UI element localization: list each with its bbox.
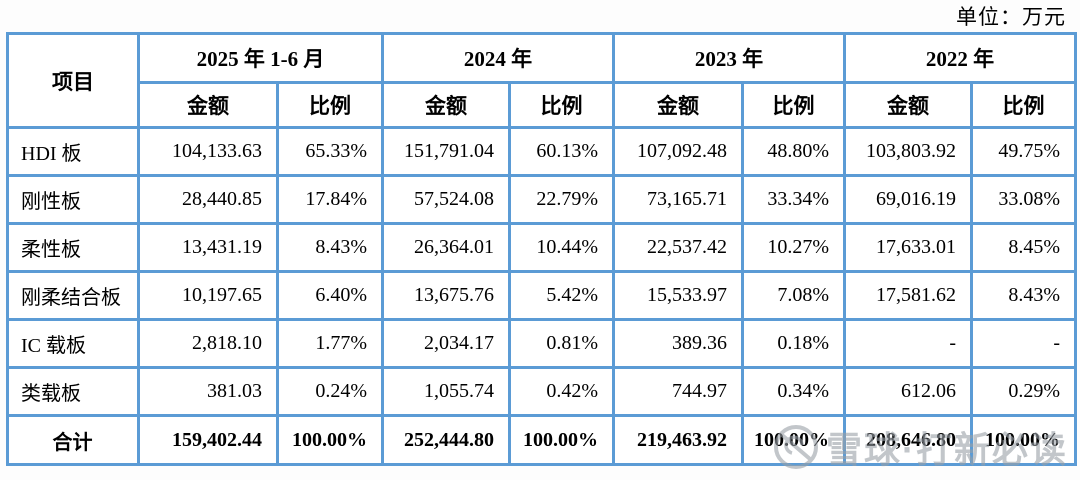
cell-2023-ratio: 7.08%	[741, 270, 846, 321]
cell-2023-amount: 22,537.42	[612, 222, 744, 273]
unit-label: 单位：万元	[956, 5, 1066, 29]
cell-2024-ratio: 100.00%	[508, 414, 615, 466]
cell-2025h1-amount: 13,431.19	[137, 222, 279, 273]
cell-2023-ratio: 100.00%	[741, 414, 846, 466]
table-row-rigid: 刚性板 28,440.85 17.84% 57,524.08 22.79% 73…	[6, 174, 1077, 225]
col-header-2022: 2022 年	[843, 32, 1077, 84]
cell-2023-amount: 107,092.48	[612, 126, 744, 177]
cell-2025h1-amount: 381.03	[137, 366, 279, 417]
table-row-flex: 柔性板 13,431.19 8.43% 26,364.01 10.44% 22,…	[6, 222, 1077, 273]
cell-2023-ratio: 33.34%	[741, 174, 846, 225]
col-header-item: 项目	[6, 32, 140, 129]
cell-2022-amount: 17,633.01	[843, 222, 973, 273]
header-row-subcolumns: 金额 比例 金额 比例 金额 比例 金额 比例	[8, 81, 1077, 129]
row-item-label: HDI 板	[6, 126, 140, 177]
cell-2023-ratio: 0.18%	[741, 318, 846, 369]
header-row-years: 项目 2025 年 1-6 月 2024 年 2023 年 2022 年	[6, 32, 1077, 129]
col-header-2023: 2023 年	[612, 32, 846, 84]
cell-2025h1-amount: 28,440.85	[137, 174, 279, 225]
cell-2022-ratio: 100.00%	[970, 414, 1077, 466]
cell-2022-ratio: 0.29%	[970, 366, 1077, 417]
cell-2025h1-ratio: 17.84%	[276, 174, 384, 225]
cell-2022-ratio: 8.43%	[970, 270, 1077, 321]
cell-2023-amount: 744.97	[612, 366, 744, 417]
cell-2025h1-ratio: 6.40%	[276, 270, 384, 321]
subheader-amount-2022: 金额	[843, 81, 973, 129]
col-header-2024: 2024 年	[381, 32, 615, 84]
cell-2022-amount: -	[843, 318, 973, 369]
cell-2024-amount: 13,675.76	[381, 270, 511, 321]
cell-2022-ratio: 49.75%	[970, 126, 1077, 177]
cell-2024-ratio: 22.79%	[508, 174, 615, 225]
cell-2024-ratio: 0.81%	[508, 318, 615, 369]
cell-2024-amount: 252,444.80	[381, 414, 511, 466]
subheader-ratio-2022: 比例	[970, 81, 1077, 129]
cell-2024-ratio: 10.44%	[508, 222, 615, 273]
row-item-label: 刚柔结合板	[6, 270, 140, 321]
cell-2024-amount: 151,791.04	[381, 126, 511, 177]
subheader-amount-2024: 金额	[381, 81, 511, 129]
cell-2025h1-ratio: 1.77%	[276, 318, 384, 369]
cell-2023-ratio: 48.80%	[741, 126, 846, 177]
table-row-substrate-like: 类载板 381.03 0.24% 1,055.74 0.42% 744.97 0…	[6, 366, 1077, 417]
cell-2023-ratio: 10.27%	[741, 222, 846, 273]
cell-2022-amount: 208,646.80	[843, 414, 973, 466]
row-item-label: 刚性板	[6, 174, 140, 225]
cell-2025h1-amount: 10,197.65	[137, 270, 279, 321]
cell-2023-amount: 73,165.71	[612, 174, 744, 225]
cell-2025h1-amount: 2,818.10	[137, 318, 279, 369]
subheader-ratio-2023: 比例	[741, 81, 846, 129]
cell-2022-ratio: -	[970, 318, 1077, 369]
row-item-label: 柔性板	[6, 222, 140, 273]
subheader-amount-2023: 金额	[612, 81, 744, 129]
cell-2023-amount: 219,463.92	[612, 414, 744, 466]
table-row-ic-substrate: IC 载板 2,818.10 1.77% 2,034.17 0.81% 389.…	[6, 318, 1077, 369]
cell-2022-amount: 612.06	[843, 366, 973, 417]
cell-2022-ratio: 33.08%	[970, 174, 1077, 225]
cell-2023-amount: 389.36	[612, 318, 744, 369]
cell-2023-amount: 15,533.97	[612, 270, 744, 321]
subheader-amount-2025h1: 金额	[137, 81, 279, 129]
cell-2024-amount: 1,055.74	[381, 366, 511, 417]
cell-2025h1-ratio: 0.24%	[276, 366, 384, 417]
row-item-label: IC 载板	[6, 318, 140, 369]
total-label: 合计	[6, 414, 140, 466]
cell-2024-amount: 2,034.17	[381, 318, 511, 369]
subheader-ratio-2024: 比例	[508, 81, 615, 129]
revenue-breakdown-table: 项目 2025 年 1-6 月 2024 年 2023 年 2022 年 金额 …	[6, 32, 1077, 466]
cell-2024-ratio: 5.42%	[508, 270, 615, 321]
cell-2025h1-ratio: 100.00%	[276, 414, 384, 466]
cell-2022-ratio: 8.45%	[970, 222, 1077, 273]
cell-2024-amount: 26,364.01	[381, 222, 511, 273]
subheader-ratio-2025h1: 比例	[276, 81, 384, 129]
cell-2024-ratio: 60.13%	[508, 126, 615, 177]
cell-2025h1-ratio: 8.43%	[276, 222, 384, 273]
table-row-rigid-flex: 刚柔结合板 10,197.65 6.40% 13,675.76 5.42% 15…	[6, 270, 1077, 321]
cell-2022-amount: 103,803.92	[843, 126, 973, 177]
table-row-hdi: HDI 板 104,133.63 65.33% 151,791.04 60.13…	[6, 126, 1077, 177]
cell-2022-amount: 17,581.62	[843, 270, 973, 321]
cell-2024-ratio: 0.42%	[508, 366, 615, 417]
cell-2025h1-amount: 104,133.63	[137, 126, 279, 177]
cell-2022-amount: 69,016.19	[843, 174, 973, 225]
row-item-label: 类载板	[6, 366, 140, 417]
cell-2023-ratio: 0.34%	[741, 366, 846, 417]
cell-2025h1-amount: 159,402.44	[137, 414, 279, 466]
col-header-2025h1: 2025 年 1-6 月	[137, 32, 384, 84]
table-row-total: 合计 159,402.44 100.00% 252,444.80 100.00%…	[6, 414, 1077, 466]
cell-2025h1-ratio: 65.33%	[276, 126, 384, 177]
cell-2024-amount: 57,524.08	[381, 174, 511, 225]
